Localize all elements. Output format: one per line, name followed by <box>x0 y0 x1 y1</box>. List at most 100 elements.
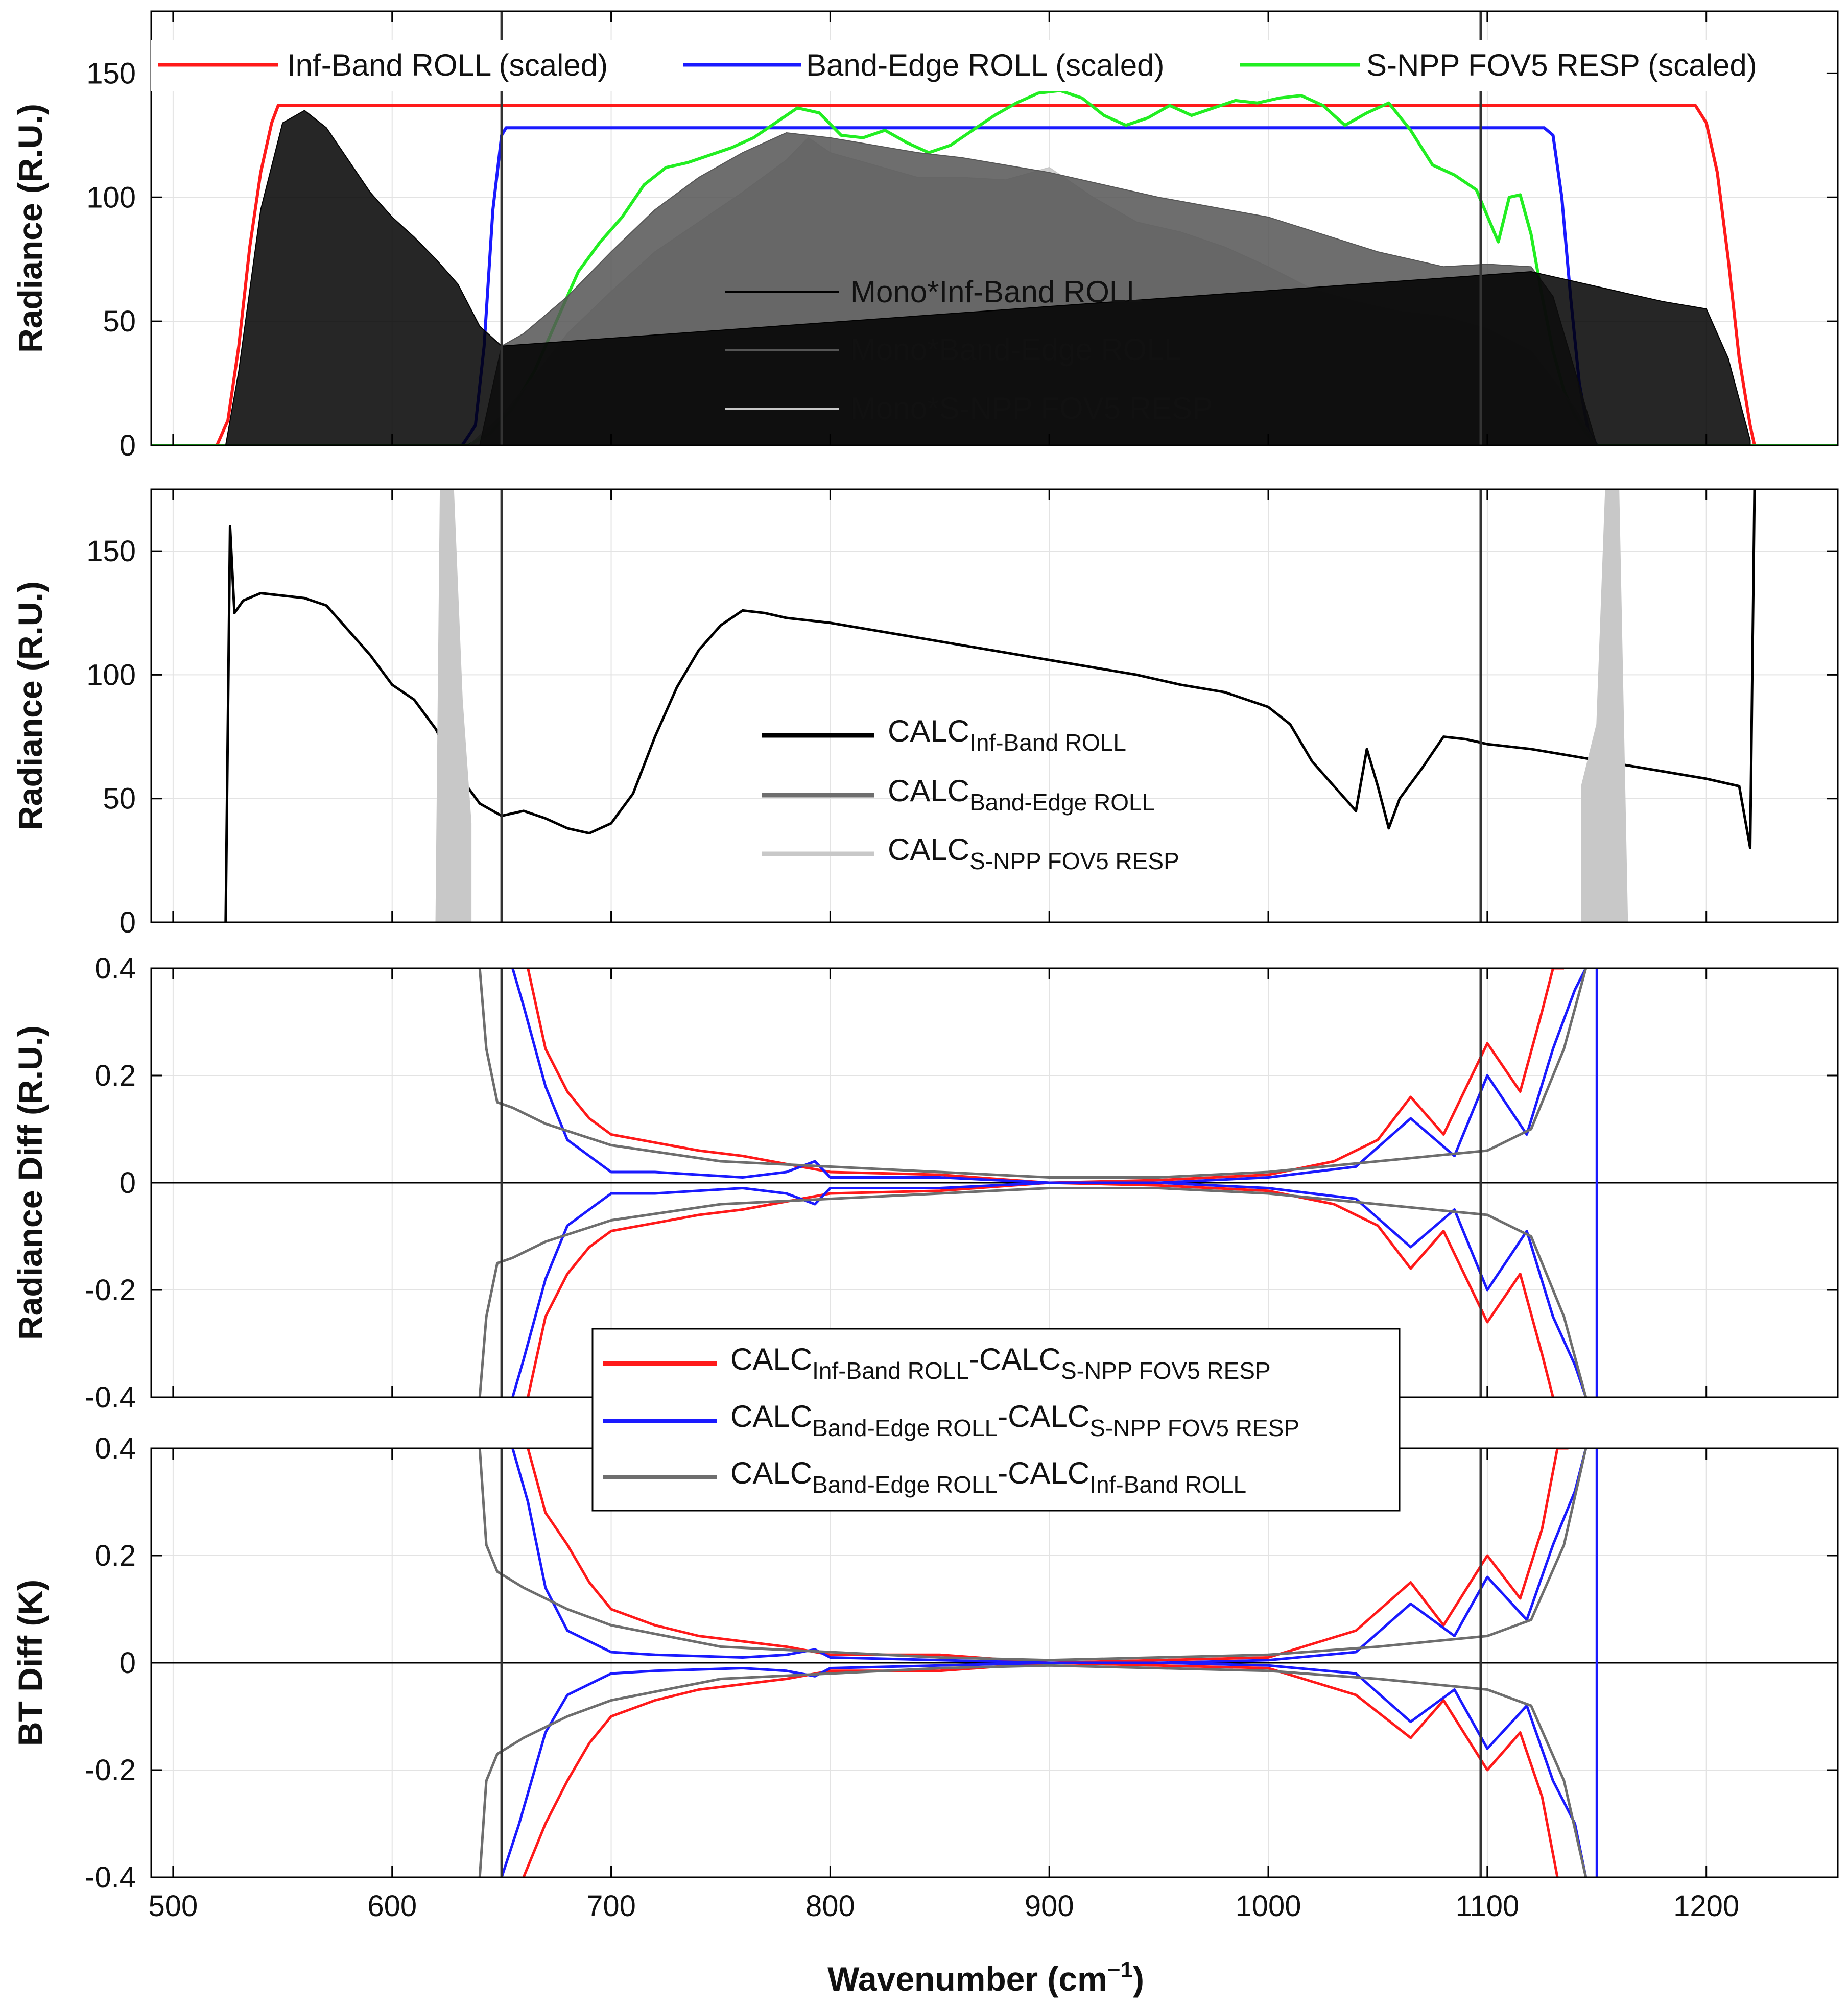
legend-diff-inf-snpp-a: CALC <box>730 1342 812 1376</box>
series-2-line <box>151 89 1838 445</box>
series-2-line <box>511 1448 1588 1664</box>
y-tick-label-2: 100 <box>86 181 136 214</box>
panel-2-legend: CALCInf-Band ROLL CALCBand-Edge ROLL CAL… <box>762 714 1179 874</box>
y-tick-label-1: 50 <box>103 782 136 816</box>
diff-legend-box <box>591 1328 1401 1512</box>
legend-label-mono-band-edge: Mono*Band-Edge ROLL <box>850 332 1181 367</box>
shared-x-ticks: 500 600 700 800 900 1000 1100 1200 <box>148 1890 1739 1923</box>
y-tick-label-1: -0.2 <box>85 1274 136 1307</box>
legend-label-mono-snpp: Mono*S-NPP FOV5 RESP <box>850 391 1213 425</box>
panel-2-axes-box <box>150 488 1839 923</box>
y-tick-label-0: 0 <box>120 429 136 462</box>
series-5-line <box>478 1664 1588 1877</box>
panel-2-y-ticks: 0 50 100 150 <box>86 489 1838 939</box>
series-group <box>478 968 1598 1397</box>
panel-4-y-axis-label: BT Diff (K) <box>11 1580 49 1746</box>
y-tick-label-4: 0.4 <box>94 952 136 985</box>
series-4-line <box>478 1448 1588 1662</box>
panel-3-y-axis-label: Radiance Diff (R.U.) <box>11 1025 49 1340</box>
series-3-line <box>500 1661 1588 1877</box>
legend-diff-inf-snpp-a-sub: Inf-Band ROLL <box>812 1357 969 1384</box>
y-tick-label-1: 50 <box>103 305 136 338</box>
x-tick-label-0: 500 <box>148 1890 198 1923</box>
legend-calc-band-edge-main: CALC <box>888 774 969 808</box>
x-tick-label-4: 900 <box>1025 1890 1074 1923</box>
legend-calc-band-edge-sub: Band-Edge ROLL <box>969 789 1155 816</box>
legend-diff-edge-inf: CALCBand-Edge ROLL-CALCInf-Band ROLL <box>730 1456 1246 1498</box>
legend-diff-inf-snpp-b-sub: S-NPP FOV5 RESP <box>1061 1357 1271 1384</box>
panel-2-series <box>224 489 1756 922</box>
legend-calc-inf-band-main: CALC <box>888 714 969 748</box>
legend-diff-edge-inf-a-sub: Band-Edge ROLL <box>812 1471 998 1498</box>
x-tick-label-2: 700 <box>586 1890 636 1923</box>
panel-1-radiance-spectra: 0 50 100 150 Radiance (R.U.) Inf-Band ROLL … <box>11 10 1839 462</box>
y-tick-label-0: -0.4 <box>85 1861 136 1894</box>
diff-legend: CALCInf-Band ROLL-CALCS-NPP FOV5 RESP CA… <box>591 1328 1401 1512</box>
panel-3-vertical-lines <box>500 968 1482 1397</box>
series-0-line <box>224 489 1756 922</box>
legend-calc-snpp-sub: S-NPP FOV5 RESP <box>969 848 1179 874</box>
y-tick-label-2: 0 <box>120 1646 136 1680</box>
y-tick-label-2: 0 <box>120 1166 136 1200</box>
series-2-fill <box>1581 489 1628 922</box>
x-axis-label-main: Wavenumber (cm <box>827 1960 1107 1998</box>
legend-label-inf-band-roll: Inf-Band ROLL (scaled) <box>287 48 608 82</box>
legend-label-mono-inf-band: Mono*Inf-Band ROLL <box>850 275 1144 309</box>
series-1-fill <box>435 489 472 922</box>
series-1-line <box>527 1181 1554 1397</box>
panel-1-legend-mono: Mono*Inf-Band ROLL Mono*Band-Edge ROLL M… <box>725 275 1213 425</box>
legend-diff-edge-inf-a: CALC <box>730 1456 812 1490</box>
legend-diff-edge-snpp: CALCBand-Edge ROLL-CALCS-NPP FOV5 RESP <box>730 1399 1299 1441</box>
legend-diff-edge-snpp-b: -CALC <box>998 1399 1089 1433</box>
panel-1-legend-top: Inf-Band ROLL (scaled) Band-Edge ROLL (s… <box>151 40 1826 91</box>
panel-4-y-ticks: -0.4 -0.2 0 0.2 0.4 <box>85 1432 1838 1894</box>
legend-diff-edge-snpp-a: CALC <box>730 1399 812 1433</box>
legend-diff-edge-snpp-a-sub: Band-Edge ROLL <box>812 1415 998 1441</box>
y-tick-label-0: -0.4 <box>85 1381 136 1414</box>
panel-1-axes-box <box>150 10 1839 446</box>
legend-diff-inf-snpp: CALCInf-Band ROLL-CALCS-NPP FOV5 RESP <box>730 1342 1271 1384</box>
x-axis-label-sup: −1 <box>1107 1957 1133 1982</box>
legend-calc-inf-band-sub: Inf-Band ROLL <box>969 729 1126 756</box>
series-group <box>224 489 1756 922</box>
y-tick-label-4: 0.4 <box>94 1432 136 1465</box>
series-group <box>478 1448 1598 1877</box>
y-tick-label-3: 0.2 <box>94 1059 136 1092</box>
y-tick-label-3: 150 <box>86 535 136 568</box>
legend-calc-band-edge: CALCBand-Edge ROLL <box>888 774 1155 816</box>
x-axis-label: Wavenumber (cm−1) <box>827 1957 1144 1998</box>
legend-diff-edge-inf-b: -CALC <box>998 1456 1089 1490</box>
panel-1-series <box>151 89 1838 445</box>
x-tick-label-3: 800 <box>805 1890 855 1923</box>
panel-2-y-axis-label: Radiance (R.U.) <box>11 581 49 830</box>
series-group <box>151 89 1838 445</box>
x-tick-label-5: 1000 <box>1236 1890 1301 1923</box>
series-4-line <box>478 968 1588 1179</box>
x-axis-label-close: ) <box>1133 1960 1144 1998</box>
series-5-line <box>478 1187 1588 1397</box>
panel-2-vertical-lines <box>500 489 1482 922</box>
panel-1-legend-top-background <box>151 40 1826 91</box>
y-tick-label-0: 0 <box>120 906 136 939</box>
y-tick-label-3: 0.2 <box>94 1539 136 1572</box>
series-3-line <box>511 1181 1588 1397</box>
panel-4-vertical-lines <box>500 1448 1482 1877</box>
legend-diff-edge-snpp-b-sub: S-NPP FOV5 RESP <box>1089 1415 1299 1441</box>
legend-calc-inf-band: CALCInf-Band ROLL <box>888 714 1126 756</box>
legend-calc-snpp: CALCS-NPP FOV5 RESP <box>888 832 1179 874</box>
panel-1-y-ticks: 0 50 100 150 <box>86 11 1838 462</box>
x-tick-label-6: 1100 <box>1456 1890 1520 1923</box>
legend-diff-inf-snpp-b: -CALC <box>969 1342 1061 1376</box>
y-tick-label-3: 150 <box>86 57 136 90</box>
legend-calc-snpp-main: CALC <box>888 832 969 867</box>
series-1-line <box>522 1661 1559 1877</box>
panel-4-bt-diff: -0.4 -0.2 0 0.2 0.4 BT Diff (K) 500 600 700 800… <box>11 1432 1839 1923</box>
series-5-fill <box>225 110 1751 445</box>
legend-label-snpp-fov5-resp: S-NPP FOV5 RESP (scaled) <box>1366 48 1757 82</box>
legend-label-band-edge-roll: Band-Edge ROLL (scaled) <box>806 48 1164 82</box>
legend-diff-edge-inf-b-sub: Inf-Band ROLL <box>1089 1471 1246 1498</box>
x-tick-label-1: 600 <box>367 1890 417 1923</box>
series-0-line <box>151 104 1838 445</box>
panel-1-y-axis-label: Radiance (R.U.) <box>11 104 49 353</box>
